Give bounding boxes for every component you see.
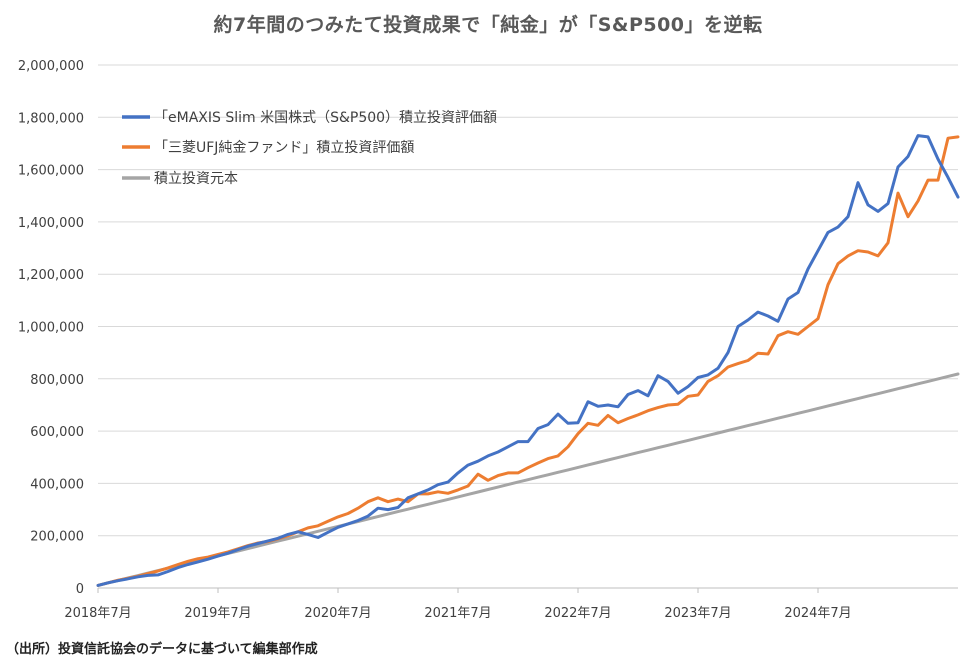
y-tick-label: 1,400,000 — [18, 216, 84, 231]
y-tick-label: 600,000 — [30, 425, 84, 440]
x-tick-label: 2019年7月 — [184, 606, 251, 621]
x-tick-label: 2022年7月 — [544, 606, 611, 621]
x-tick-label: 2021年7月 — [424, 606, 491, 621]
y-tick-label: 400,000 — [30, 477, 84, 492]
series-line-2 — [96, 372, 960, 587]
series-lines — [96, 134, 960, 587]
legend-label: 「三菱UFJ純金ファンド」積立投資評価額 — [154, 140, 414, 156]
y-tick-label: 0 — [76, 582, 84, 597]
y-axis-tick-labels: 0 200,000 400,000 600,000 800,000 1,000,000 1,… — [18, 59, 84, 597]
x-tick-label: 2020年7月 — [304, 606, 371, 621]
y-tick-label: 2,000,000 — [18, 59, 84, 74]
axes — [97, 587, 958, 593]
x-tick-label: 2024年7月 — [784, 606, 851, 621]
y-tick-label: 1,200,000 — [18, 268, 84, 283]
y-tick-label: 800,000 — [30, 373, 84, 388]
y-tick-label: 1,800,000 — [18, 111, 84, 126]
source-note: （出所）投資信託協会のデータに基づいて編集部作成 — [6, 642, 318, 657]
y-tick-label: 1,600,000 — [18, 164, 84, 179]
y-tick-label: 1,000,000 — [18, 321, 84, 336]
y-tick-label: 200,000 — [30, 530, 84, 545]
legend-label: 「eMAXIS Slim 米国株式（S&P500）積立投資評価額 — [154, 110, 497, 126]
series-line-0 — [96, 134, 960, 587]
series-line-1 — [96, 135, 960, 587]
legend-label: 積立投資元本 — [154, 171, 238, 187]
legend: 「eMAXIS Slim 米国株式（S&P500）積立投資評価額「三菱UFJ純金… — [122, 110, 497, 187]
chart-title: 約7年間のつみたて投資成果で「純金」が「S&P500」を逆転 — [213, 14, 763, 36]
x-tick-label: 2018年7月 — [64, 606, 131, 621]
x-tick-label: 2023年7月 — [664, 606, 731, 621]
x-axis-tick-labels: 2018年7月 2019年7月 2020年7月 2021年7月 2022年7月 2023年… — [64, 606, 851, 621]
gridlines — [98, 64, 958, 537]
